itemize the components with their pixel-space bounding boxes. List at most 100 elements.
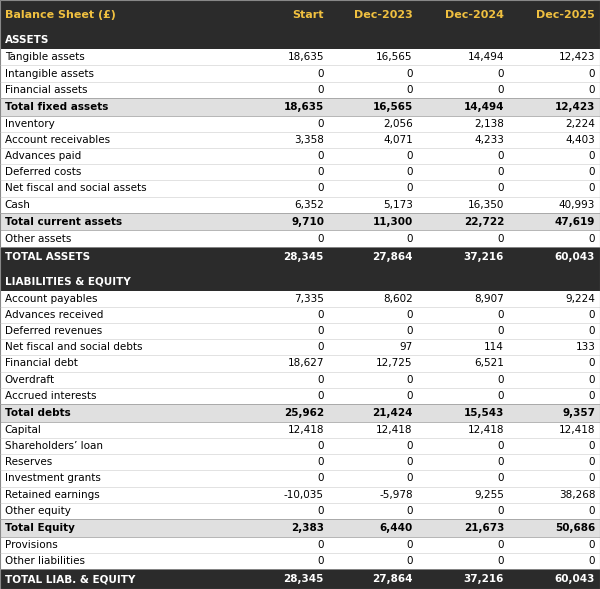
Text: Account payables: Account payables [5, 294, 97, 304]
Text: 0: 0 [317, 342, 324, 352]
Text: 12,418: 12,418 [467, 425, 504, 435]
Text: TOTAL ASSETS: TOTAL ASSETS [5, 252, 90, 262]
Text: Dec-2024: Dec-2024 [445, 10, 504, 20]
Text: 16,350: 16,350 [467, 200, 504, 210]
Text: 0: 0 [589, 474, 595, 484]
Text: Total current assets: Total current assets [5, 217, 122, 227]
Text: 38,268: 38,268 [559, 489, 595, 499]
Text: 18,627: 18,627 [287, 359, 324, 369]
Text: 7,335: 7,335 [294, 294, 324, 304]
Text: 0: 0 [497, 457, 504, 467]
Text: 21,673: 21,673 [464, 523, 504, 533]
Text: 0: 0 [497, 85, 504, 95]
Text: Provisions: Provisions [5, 540, 58, 550]
Text: Total fixed assets: Total fixed assets [5, 102, 108, 112]
Text: Accrued interests: Accrued interests [5, 391, 96, 401]
Bar [0, 339, 600, 355]
Text: Capital: Capital [5, 425, 41, 435]
Bar [0, 247, 600, 267]
Bar [0, 471, 600, 487]
Text: 9,224: 9,224 [565, 294, 595, 304]
Text: 0: 0 [406, 441, 413, 451]
Text: 0: 0 [317, 326, 324, 336]
Text: 2,383: 2,383 [291, 523, 324, 533]
Text: Net fiscal and social debts: Net fiscal and social debts [5, 342, 142, 352]
Text: 60,043: 60,043 [555, 252, 595, 262]
Text: Account receivables: Account receivables [5, 135, 110, 145]
Text: 0: 0 [406, 326, 413, 336]
Text: Reserves: Reserves [5, 457, 52, 467]
Text: 0: 0 [317, 151, 324, 161]
Text: 0: 0 [589, 85, 595, 95]
Text: Start: Start [293, 10, 324, 20]
Text: Tangible assets: Tangible assets [5, 52, 85, 62]
Text: 0: 0 [317, 375, 324, 385]
Text: 0: 0 [589, 457, 595, 467]
Text: 6,440: 6,440 [380, 523, 413, 533]
Bar [0, 230, 600, 247]
Text: 9,357: 9,357 [562, 408, 595, 418]
Text: 28,345: 28,345 [284, 574, 324, 584]
Text: Retained earnings: Retained earnings [5, 489, 100, 499]
Bar [0, 290, 600, 307]
Text: 0: 0 [317, 474, 324, 484]
Text: Deferred costs: Deferred costs [5, 167, 81, 177]
Text: 0: 0 [589, 310, 595, 320]
Text: 0: 0 [497, 506, 504, 516]
Text: Overdraft: Overdraft [5, 375, 55, 385]
Text: Dec-2025: Dec-2025 [536, 10, 595, 20]
Text: 0: 0 [317, 234, 324, 244]
Text: 4,403: 4,403 [565, 135, 595, 145]
Bar [0, 267, 600, 272]
Text: 0: 0 [317, 85, 324, 95]
Text: 0: 0 [406, 234, 413, 244]
Text: 0: 0 [317, 391, 324, 401]
Text: Other equity: Other equity [5, 506, 71, 516]
Text: 6,521: 6,521 [474, 359, 504, 369]
Bar [0, 0, 600, 31]
Bar [0, 272, 600, 290]
Text: 0: 0 [497, 441, 504, 451]
Text: 18,635: 18,635 [284, 102, 324, 112]
Text: Other assets: Other assets [5, 234, 71, 244]
Text: 2,138: 2,138 [474, 118, 504, 128]
Bar [0, 372, 600, 388]
Text: LIABILITIES & EQUITY: LIABILITIES & EQUITY [5, 276, 131, 286]
Text: Investment grants: Investment grants [5, 474, 101, 484]
Text: 0: 0 [497, 540, 504, 550]
Text: Financial debt: Financial debt [5, 359, 77, 369]
Text: 0: 0 [406, 85, 413, 95]
Text: Total debts: Total debts [5, 408, 71, 418]
Text: TOTAL LIAB. & EQUITY: TOTAL LIAB. & EQUITY [5, 574, 135, 584]
Bar [0, 148, 600, 164]
Text: 0: 0 [497, 474, 504, 484]
Text: 12,725: 12,725 [376, 359, 413, 369]
Bar [0, 197, 600, 213]
Text: 0: 0 [317, 68, 324, 78]
Text: 0: 0 [589, 183, 595, 193]
Bar [0, 355, 600, 372]
Text: 0: 0 [406, 556, 413, 566]
Text: 0: 0 [589, 556, 595, 566]
Text: 0: 0 [317, 183, 324, 193]
Text: 25,962: 25,962 [284, 408, 324, 418]
Text: 114: 114 [484, 342, 504, 352]
Text: 0: 0 [589, 506, 595, 516]
Bar [0, 454, 600, 471]
Bar [0, 180, 600, 197]
Text: 22,722: 22,722 [464, 217, 504, 227]
Text: 0: 0 [406, 391, 413, 401]
Text: 60,043: 60,043 [555, 574, 595, 584]
Text: 0: 0 [406, 540, 413, 550]
Text: 0: 0 [317, 310, 324, 320]
Bar [0, 49, 600, 65]
Text: 27,864: 27,864 [372, 574, 413, 584]
Text: 0: 0 [406, 151, 413, 161]
Text: 8,907: 8,907 [474, 294, 504, 304]
Bar [0, 307, 600, 323]
Text: 0: 0 [589, 375, 595, 385]
Text: Advances paid: Advances paid [5, 151, 81, 161]
Text: -10,035: -10,035 [284, 489, 324, 499]
Text: 0: 0 [589, 234, 595, 244]
Text: 27,864: 27,864 [372, 252, 413, 262]
